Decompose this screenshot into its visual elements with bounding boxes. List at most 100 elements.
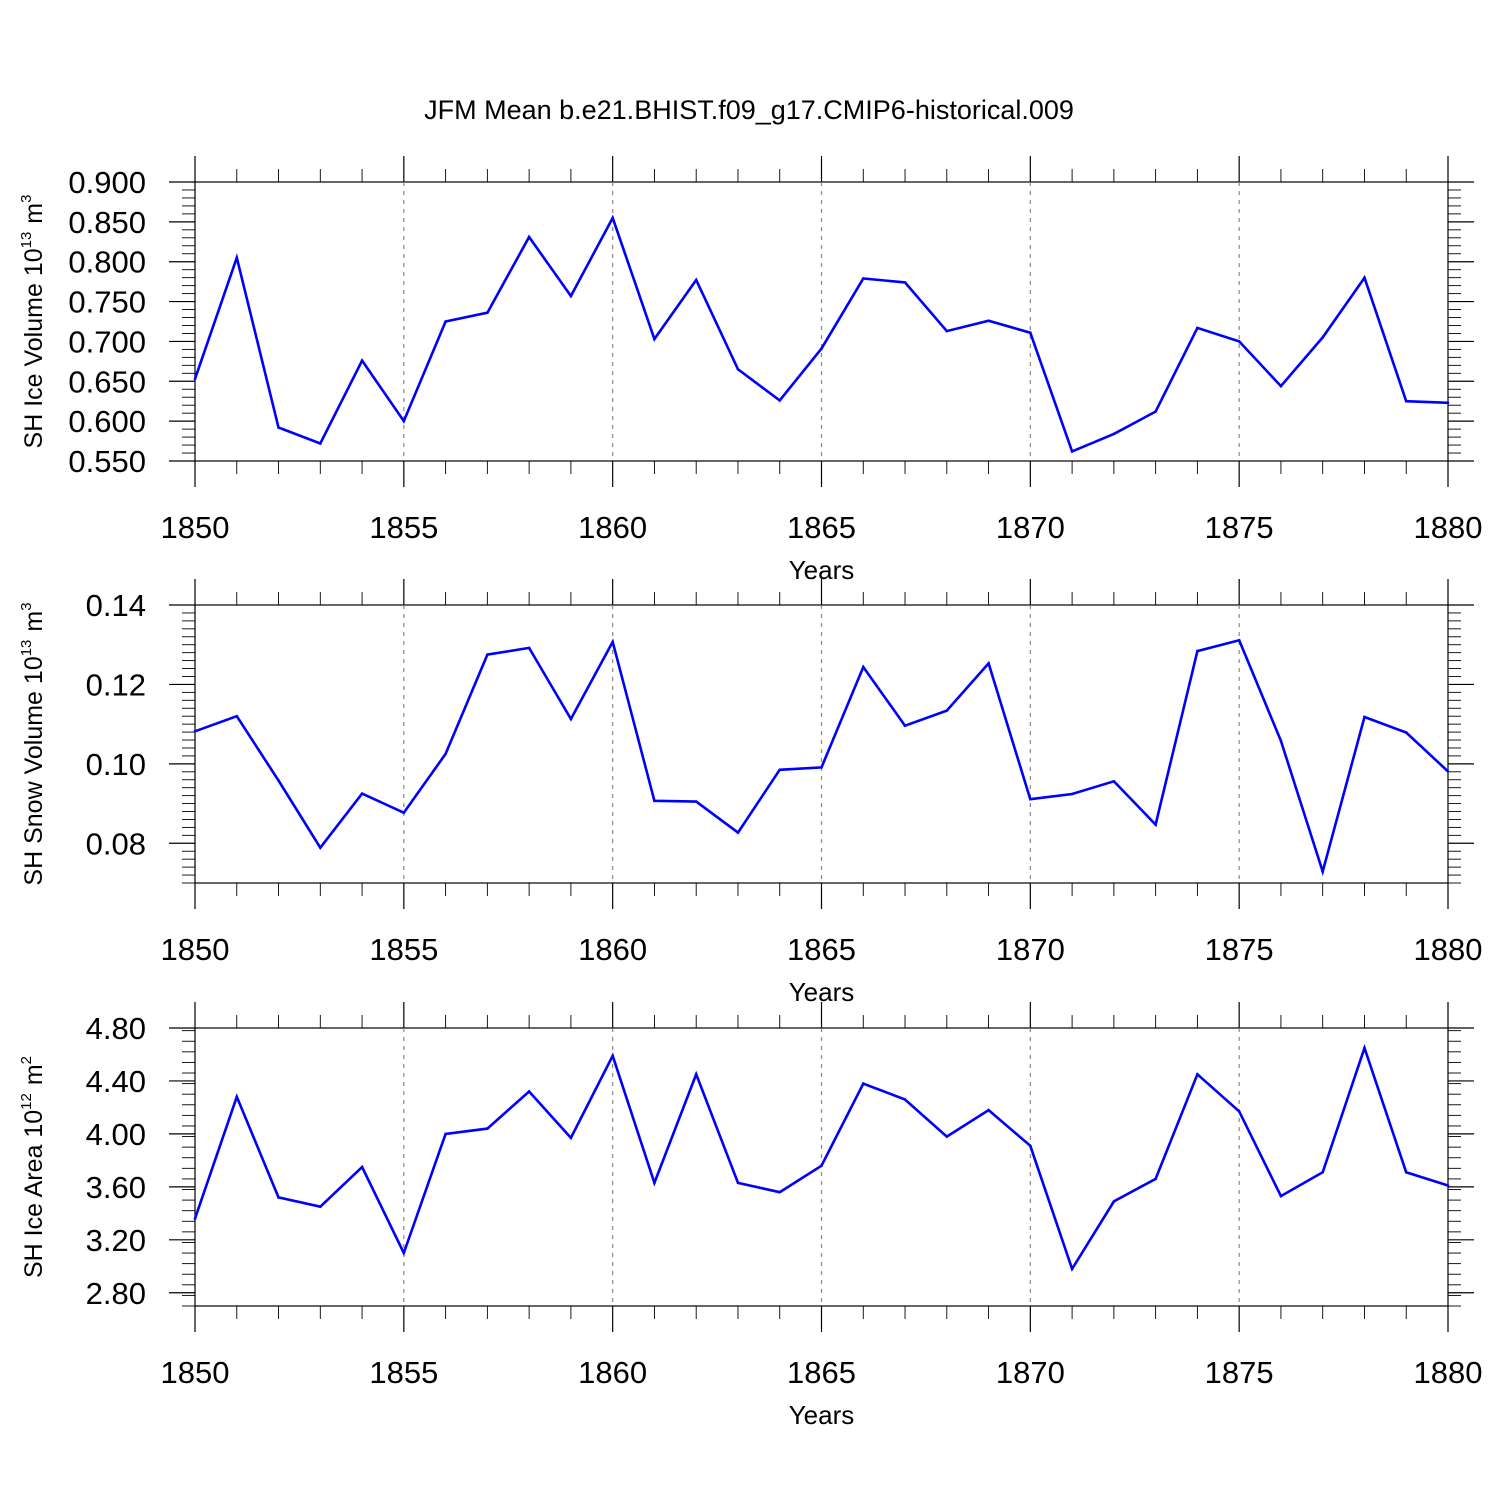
data-point <box>360 1165 364 1169</box>
data-point <box>1321 336 1324 339</box>
data-point <box>945 1135 949 1138</box>
data-point <box>1029 797 1032 801</box>
y-axis-label: SH Snow Volume 1013 m3 <box>18 602 48 885</box>
data-point <box>1404 399 1408 403</box>
data-point <box>820 766 823 769</box>
y-tick-label: 4.80 <box>86 1011 146 1046</box>
y-tick-label: 0.750 <box>68 285 146 320</box>
x-tick-label: 1855 <box>369 932 438 967</box>
data-point <box>319 442 322 445</box>
x-tick-label: 1855 <box>369 510 438 545</box>
data-point <box>235 1095 239 1099</box>
x-tick-label: 1875 <box>1205 510 1274 545</box>
x-tick-label: 1880 <box>1414 932 1483 967</box>
data-point <box>1029 1144 1032 1148</box>
data-point <box>402 1251 406 1255</box>
y-tick-label: 0.600 <box>68 404 146 439</box>
data-point <box>277 779 280 782</box>
data-point <box>486 653 489 656</box>
data-point <box>611 1054 614 1058</box>
y-tick-label: 0.800 <box>68 245 146 280</box>
y-tick-label: 0.10 <box>86 747 146 782</box>
y-axis-label-unit: m <box>20 611 48 632</box>
data-point <box>736 831 740 834</box>
data-point <box>319 846 322 849</box>
data-point <box>778 399 782 402</box>
data-point <box>1237 1110 1241 1113</box>
data-point <box>903 724 907 728</box>
data-point <box>319 1205 322 1209</box>
data-point <box>235 714 239 718</box>
data-point <box>527 1090 531 1093</box>
data-point <box>778 768 782 772</box>
data-point <box>987 1108 990 1112</box>
y-tick-label: 4.40 <box>86 1064 146 1099</box>
data-point <box>1279 1194 1283 1198</box>
data-point <box>861 277 865 280</box>
x-tick-label: 1870 <box>996 1355 1065 1390</box>
data-point <box>653 1181 656 1185</box>
y-tick-label: 3.60 <box>86 1170 146 1205</box>
y-axis-label-exponent: 12 <box>18 1093 35 1110</box>
data-point <box>360 792 364 795</box>
x-tick-label: 1870 <box>996 932 1065 967</box>
data-point <box>736 1181 740 1185</box>
series-line <box>194 638 1449 877</box>
x-tick-label: 1850 <box>161 510 230 545</box>
data-point <box>1112 780 1116 783</box>
data-point <box>1154 1177 1157 1181</box>
data-point <box>1070 450 1074 453</box>
data-point <box>1112 432 1116 436</box>
y-tick-label: 0.550 <box>68 444 146 479</box>
data-point <box>694 800 698 803</box>
y-tick-label: 0.700 <box>68 324 146 359</box>
y-tick-label: 0.12 <box>86 667 146 702</box>
data-point <box>861 665 865 669</box>
data-point <box>1112 1200 1116 1203</box>
data-point <box>1196 1073 1199 1076</box>
x-tick-label: 1865 <box>787 932 856 967</box>
data-point <box>987 319 990 323</box>
x-tick-label: 1860 <box>578 510 647 545</box>
x-tick-label: 1880 <box>1414 1355 1483 1390</box>
chart-panel-1: 1850 1855 1860 1865 1870 1875 1880 0.550 0.600 0.… <box>18 156 1482 585</box>
data-point <box>569 717 573 721</box>
data-point <box>193 729 197 733</box>
data-point <box>1196 326 1199 330</box>
data-point <box>1404 1170 1408 1174</box>
data-point <box>569 294 573 298</box>
data-point <box>1279 739 1283 743</box>
y-axis-label-unit-power: 3 <box>18 195 35 203</box>
x-tick-label: 1875 <box>1205 1355 1274 1390</box>
data-point <box>1154 823 1157 826</box>
data-point <box>1363 715 1366 719</box>
y-tick-label: 0.650 <box>68 364 146 399</box>
data-point <box>653 799 656 803</box>
data-point <box>987 662 990 665</box>
data-point <box>945 329 949 333</box>
data-point <box>736 368 740 371</box>
data-point <box>1154 410 1157 413</box>
y-tick-label: 0.14 <box>86 588 146 623</box>
x-tick-label: 1850 <box>161 932 230 967</box>
data-point <box>1070 792 1074 796</box>
x-tick-label: 1850 <box>161 1355 230 1390</box>
data-point <box>861 1082 865 1085</box>
x-tick-label: 1865 <box>787 1355 856 1390</box>
data-point <box>193 377 197 381</box>
data-point <box>402 419 406 423</box>
x-axis-label: Years <box>789 1400 855 1430</box>
chart-title: JFM Mean b.e21.BHIST.f09_g17.CMIP6-histo… <box>424 95 1074 125</box>
data-point <box>611 640 614 644</box>
y-tick-label: 0.08 <box>86 826 146 861</box>
data-point <box>1446 770 1450 773</box>
data-point <box>694 278 698 282</box>
data-point <box>1363 276 1366 279</box>
data-point <box>1029 331 1032 334</box>
data-point <box>903 1098 907 1101</box>
y-tick-label: 3.20 <box>86 1223 146 1258</box>
y-axis-label-text: SH Snow Volume 10 <box>20 656 48 885</box>
data-point <box>402 811 406 815</box>
data-point <box>486 1127 489 1130</box>
